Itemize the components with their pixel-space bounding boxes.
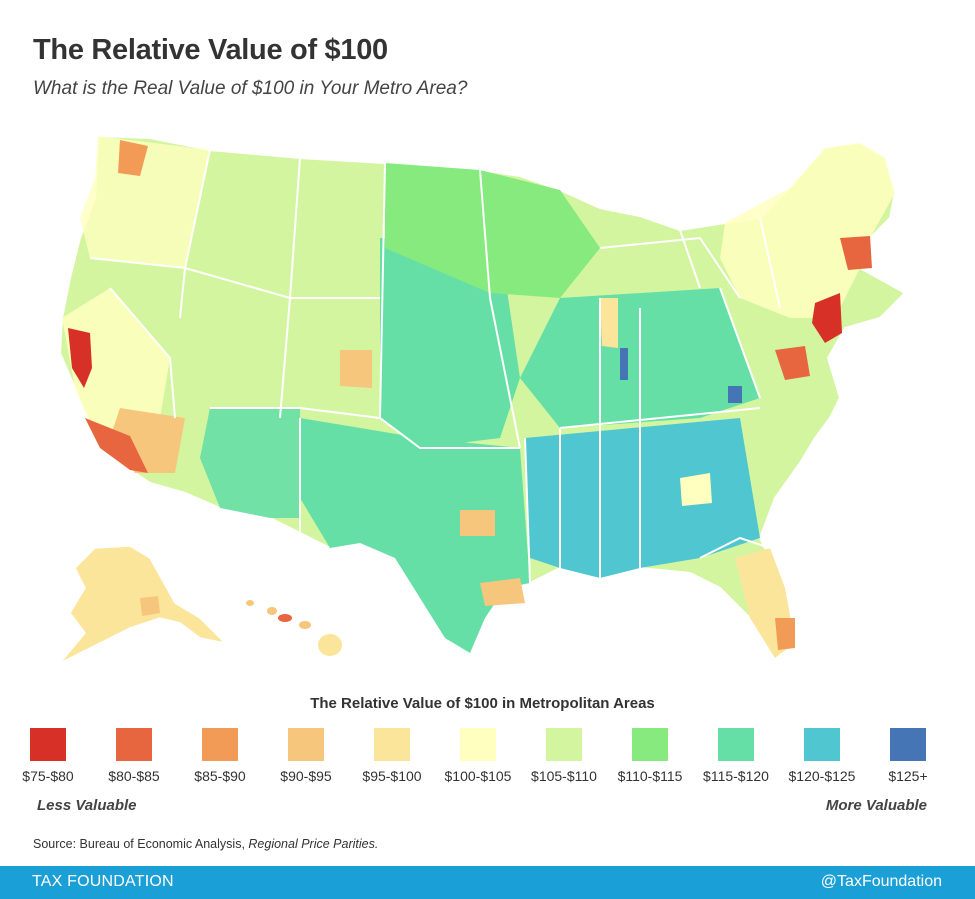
- legend-label: $110-$115: [617, 768, 683, 784]
- legend-swatch: [116, 728, 152, 761]
- legend-item: $110-$115: [605, 728, 695, 784]
- anchorage-area: [140, 596, 160, 616]
- denver-metro: [340, 350, 372, 388]
- new-york-metro: [812, 293, 842, 343]
- metro-hotspots: [68, 140, 872, 650]
- legend-swatch: [804, 728, 840, 761]
- legend-label: $100-$105: [444, 768, 512, 784]
- legend-item: $115-$120: [691, 728, 781, 784]
- footer-twitter-handle[interactable]: @TaxFoundation: [820, 873, 942, 890]
- legend-swatch: [202, 728, 238, 761]
- deep-south-region: [525, 418, 760, 578]
- state-borders: [89, 149, 781, 584]
- legend-title: The Relative Value of $100 in Metropolit…: [310, 695, 655, 712]
- legend-label: $75-$80: [22, 768, 74, 784]
- north-central-region: [385, 163, 600, 298]
- more-valuable-label: More Valuable: [825, 797, 927, 814]
- wv-low-cost-area: [728, 386, 742, 403]
- los-angeles-metro: [85, 418, 148, 473]
- legend-swatch: [632, 728, 668, 761]
- miami-metro: [775, 618, 795, 650]
- washington-dc-metro: [775, 346, 810, 380]
- legend-swatch: [718, 728, 754, 761]
- pacific-northwest-region: [80, 136, 210, 268]
- legend-label: $120-$125: [788, 768, 856, 784]
- boston-metro: [840, 236, 872, 270]
- legend-label: $125+: [888, 768, 928, 784]
- legend-item: $95-$100: [347, 728, 437, 784]
- legend: $75-$80 $80-$85 $85-$90 $90-$95 $95-$100 $100…: [22, 728, 942, 788]
- atlanta-metro: [680, 473, 712, 506]
- legend-swatch: [374, 728, 410, 761]
- legend-item: $105-$110: [519, 728, 609, 784]
- legend-item: $85-$90: [175, 728, 265, 784]
- southwest-region: [200, 408, 300, 518]
- legend-item: $120-$125: [777, 728, 867, 784]
- legend-label: $90-$95: [280, 768, 332, 784]
- southern-plains-region: [300, 418, 530, 653]
- legend-item: $80-$85: [89, 728, 179, 784]
- source-publication: Regional Price Parities.: [248, 837, 379, 851]
- footer-bar: TAX FOUNDATION @TaxFoundation: [0, 866, 975, 899]
- legend-label: $80-$85: [108, 768, 160, 784]
- legend-swatch: [460, 728, 496, 761]
- seattle-metro: [118, 140, 148, 176]
- source-prefix: Source: Bureau of Economic Analysis,: [33, 837, 249, 851]
- legend-swatch: [30, 728, 66, 761]
- hawaii-shape: [246, 600, 342, 656]
- legend-label: $105-$110: [531, 768, 597, 784]
- source-note: Source: Bureau of Economic Analysis, Reg…: [33, 837, 378, 851]
- houston-metro: [480, 578, 525, 606]
- legend-label: $95-$100: [362, 768, 422, 784]
- legend-item: $75-$80: [3, 728, 93, 784]
- legend-item: $90-$95: [261, 728, 351, 784]
- page-title: The Relative Value of $100: [33, 34, 388, 66]
- page-subtitle: What is the Real Value of $100 in Your M…: [33, 78, 468, 99]
- less-valuable-label: Less Valuable: [37, 797, 137, 814]
- legend-item: $125+: [863, 728, 953, 784]
- legend-label: $85-$90: [194, 768, 246, 784]
- northeast-region: [720, 143, 895, 318]
- san-francisco-metro: [68, 328, 92, 388]
- footer-brand[interactable]: TAX FOUNDATION: [32, 873, 174, 890]
- chicago-metro: [600, 298, 618, 348]
- legend-swatch: [288, 728, 324, 761]
- us-choropleth-map: [58, 134, 907, 664]
- legend-label: $115-$120: [703, 768, 769, 784]
- legend-swatch: [546, 728, 582, 761]
- legend-swatch: [890, 728, 926, 761]
- legend-item: $100-$105: [433, 728, 523, 784]
- illinois-low-cost-area: [620, 348, 628, 380]
- dallas-metro: [460, 510, 495, 536]
